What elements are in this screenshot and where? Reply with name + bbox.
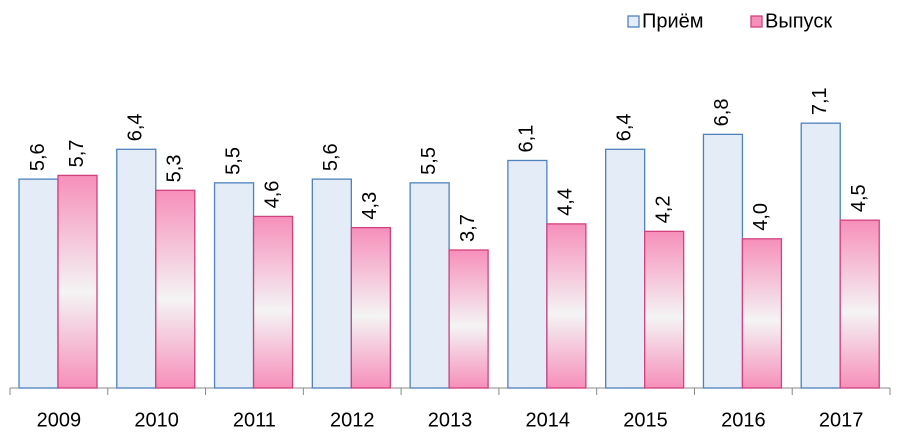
bar [409, 182, 450, 389]
bar [116, 148, 157, 389]
x-tick-label: 2010 [134, 409, 179, 431]
bar [448, 249, 489, 389]
data-label: 4,0 [750, 203, 772, 231]
x-tick-label: 2009 [37, 409, 82, 431]
bar [507, 159, 548, 389]
data-label: 4,5 [848, 184, 870, 212]
x-tick-label: 2012 [330, 409, 375, 431]
bar [252, 215, 294, 389]
data-label: 5,3 [164, 154, 186, 182]
bar [350, 226, 391, 389]
data-label: 5,7 [66, 140, 88, 168]
legend-label: Приём [642, 10, 704, 32]
bar [311, 178, 352, 389]
x-tick-label: 2014 [526, 409, 571, 431]
data-label: 4,6 [261, 181, 283, 209]
bar [546, 223, 587, 389]
data-label: 5,5 [418, 147, 440, 175]
bar [644, 230, 685, 389]
x-tick-label: 2013 [428, 409, 473, 431]
bar [155, 189, 196, 389]
bar [18, 178, 59, 389]
bar [57, 174, 98, 389]
legend-swatch [627, 15, 640, 28]
data-label: 4,4 [555, 188, 577, 216]
bar [213, 182, 255, 389]
legend-label: Выпуск [765, 10, 832, 32]
data-label: 5,6 [320, 143, 342, 171]
data-label: 6,4 [125, 113, 147, 141]
x-tick-label: 2016 [721, 409, 766, 431]
bar [605, 148, 646, 389]
data-label: 6,4 [613, 113, 635, 141]
bar [702, 133, 744, 389]
data-label: 3,7 [457, 214, 479, 242]
data-label: 4,3 [359, 192, 381, 220]
bar [800, 122, 841, 389]
data-label: 5,6 [27, 143, 49, 171]
data-label: 7,1 [809, 87, 831, 115]
legend-swatch [750, 15, 763, 28]
data-label: 6,1 [516, 125, 538, 153]
x-tick-label: 2017 [819, 409, 864, 431]
bar [741, 238, 783, 389]
x-tick-label: 2015 [623, 409, 668, 431]
data-label: 6,8 [711, 99, 733, 127]
data-label: 4,2 [652, 196, 674, 224]
bar [839, 219, 880, 389]
x-tick-label: 2011 [233, 409, 276, 431]
data-label: 5,5 [222, 147, 244, 175]
